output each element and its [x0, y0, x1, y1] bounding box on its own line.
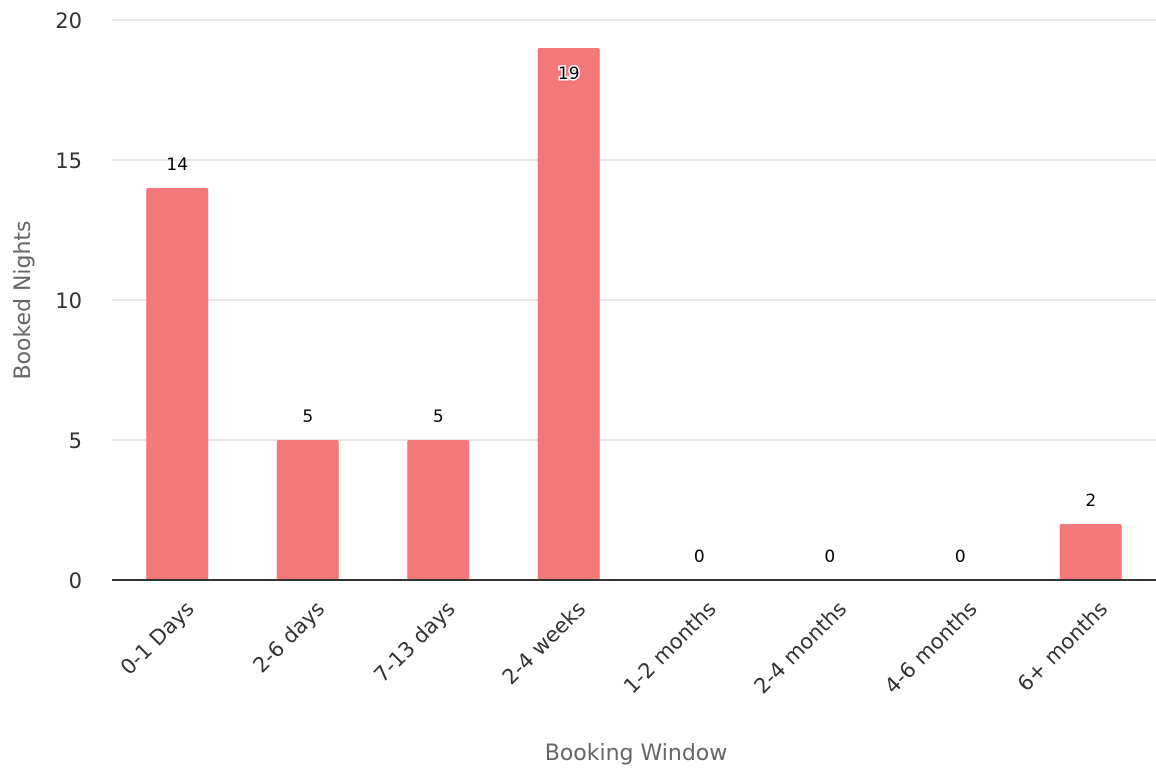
data-label: 0	[955, 547, 966, 567]
y-tick-label: 20	[55, 9, 82, 33]
y-tick-label: 5	[69, 429, 82, 453]
bars	[146, 48, 1122, 580]
grid-lines	[112, 19, 1156, 441]
data-label: 5	[302, 407, 313, 427]
y-tick-label: 15	[55, 149, 82, 173]
x-tick-label: 6+ months	[1013, 597, 1113, 697]
data-label: 19	[558, 64, 580, 84]
x-tick-label: 2-4 weeks	[498, 597, 591, 690]
data-label: 14	[166, 155, 188, 175]
data-label: 0	[824, 547, 835, 567]
y-axis-ticks: 0 5 10 15 20	[55, 9, 82, 593]
bar[interactable]	[146, 188, 209, 580]
y-tick-label: 10	[55, 289, 82, 313]
y-axis-title: Booked Nights	[11, 220, 36, 379]
x-tick-label: 2-6 days	[248, 597, 329, 678]
data-label: 5	[433, 407, 444, 427]
x-axis-title: Booking Window	[545, 741, 728, 766]
bar[interactable]	[276, 440, 339, 580]
x-tick-label: 1-2 months	[619, 597, 721, 699]
x-tick-label: 4-6 months	[880, 597, 982, 699]
data-label: 0	[694, 547, 705, 567]
bar[interactable]	[1059, 524, 1122, 580]
data-label: 2	[1085, 491, 1096, 511]
x-tick-label: 0-1 Days	[116, 597, 199, 680]
bar[interactable]	[407, 440, 470, 580]
x-tick-label: 2-4 months	[749, 597, 851, 699]
y-tick-label: 0	[69, 569, 82, 593]
x-axis-ticks: 0-1 Days 2-6 days 7-13 days 2-4 weeks 1-2 mo…	[116, 597, 1113, 699]
bar[interactable]	[537, 48, 600, 580]
x-tick-label: 7-13 days	[369, 597, 459, 687]
data-labels: 14 5 5 19 0 0 0 2	[166, 63, 1096, 568]
